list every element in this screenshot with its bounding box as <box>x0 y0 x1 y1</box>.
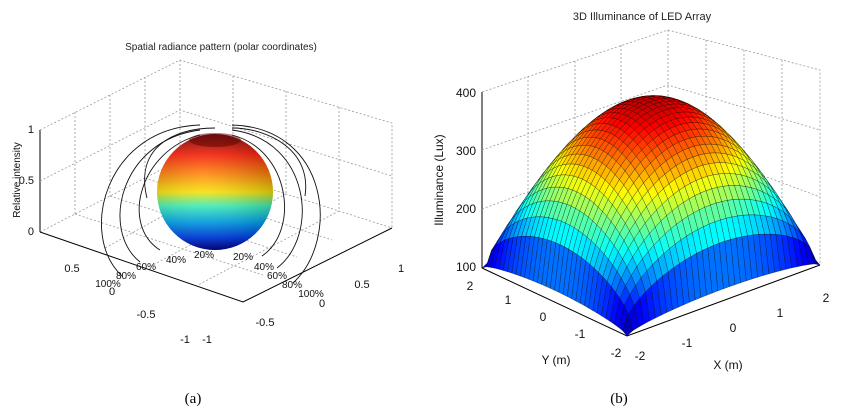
panel-b-title: 3D Illuminance of LED Array <box>573 11 712 23</box>
panel-b-illuminance-surface <box>481 95 821 337</box>
panel-a-title: Spatial radiance pattern (polar coordina… <box>125 42 317 53</box>
panel-b-z-tick: 300 <box>456 144 476 158</box>
surface-cell <box>622 313 633 337</box>
panel-b-z-label: Illuminance (Lux) <box>432 134 446 225</box>
panel-b-x-label: X (m) <box>713 358 742 372</box>
panel-b: 3D Illuminance of LED Array 400 300 200 … <box>432 11 830 407</box>
panel-a: Spatial radiance pattern (polar coordina… <box>12 42 404 407</box>
panel-b-x-tick: 1 <box>777 306 784 320</box>
panel-a-polar-label: 40% <box>166 255 186 266</box>
panel-b-z-tick: 100 <box>456 260 476 274</box>
panel-a-y-tick: 0 <box>109 286 115 298</box>
panel-a-polar-label: 20% <box>233 252 253 263</box>
panel-a-polar-label: 40% <box>254 262 274 273</box>
panel-b-y-tick: -1 <box>575 327 586 341</box>
panel-a-polar-label: 100% <box>298 289 324 300</box>
panel-a-axes-box <box>39 59 393 303</box>
panel-a-polar-label: 80% <box>282 280 302 291</box>
panel-a-y-tick: 0.5 <box>64 263 79 275</box>
panel-b-x-tick: 2 <box>823 291 830 305</box>
panel-a-z-tick: 1 <box>28 124 34 136</box>
panel-b-y-label: Y (m) <box>541 353 570 367</box>
panel-a-x-tick: 0 <box>319 298 325 310</box>
panel-b-x-tick: -2 <box>635 349 646 363</box>
panel-a-polar-label: 20% <box>194 250 214 261</box>
panel-b-y-tick: -2 <box>611 346 622 360</box>
panel-a-z-label: Relative intensity <box>12 142 23 218</box>
panel-b-x-tick: -1 <box>682 336 693 350</box>
panel-b-caption: (b) <box>610 391 628 407</box>
panel-a-z-tick: 0 <box>28 226 34 238</box>
panel-a-y-tick: -1 <box>180 334 190 346</box>
panel-a-x-tick: 0.5 <box>354 279 369 291</box>
panel-a-polar-label: 60% <box>136 262 156 273</box>
panel-a-radiance-sphere <box>157 133 273 250</box>
panel-a-x-tick: -1 <box>202 334 212 346</box>
panel-a-caption: (a) <box>185 391 202 407</box>
panel-a-polar-label: 60% <box>267 271 287 282</box>
panel-a-polar-curves <box>101 124 321 284</box>
panel-a-y-tick: -0.5 <box>137 309 156 321</box>
panel-a-x-tick: -0.5 <box>256 317 275 329</box>
panel-b-y-tick: 2 <box>467 279 474 293</box>
panel-a-z-tick: 0.5 <box>19 175 34 187</box>
panel-b-y-tick: 0 <box>540 310 547 324</box>
panel-b-z-tick: 200 <box>456 202 476 216</box>
panel-a-polar-label: 100% <box>95 279 121 290</box>
panel-a-polar-label: 80% <box>116 271 136 282</box>
panel-b-y-tick: 1 <box>505 293 512 307</box>
panel-a-x-tick: 1 <box>398 263 404 275</box>
panel-b-z-tick: 400 <box>456 86 476 100</box>
panel-b-x-tick: 0 <box>730 321 737 335</box>
